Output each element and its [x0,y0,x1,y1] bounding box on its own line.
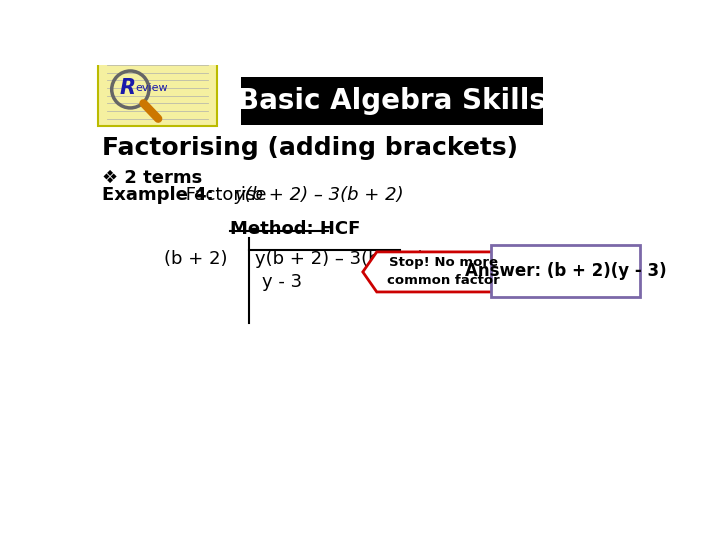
Text: y - 3: y - 3 [262,273,302,291]
FancyBboxPatch shape [492,245,640,298]
Text: Factorising (adding brackets): Factorising (adding brackets) [102,136,518,160]
Text: eview: eview [135,83,168,93]
Text: (b + 2): (b + 2) [163,249,227,268]
FancyBboxPatch shape [241,77,544,125]
Text: y(b + 2) – 3(b + 2): y(b + 2) – 3(b + 2) [255,249,425,268]
Text: R: R [119,78,135,98]
Text: ❖ 2 terms: ❖ 2 terms [102,168,202,187]
Text: Answer: (b + 2)(y - 3): Answer: (b + 2)(y - 3) [465,262,667,280]
Text: y(b + 2) – 3(b + 2): y(b + 2) – 3(b + 2) [235,186,405,205]
Polygon shape [363,252,505,292]
Text: Factorise: Factorise [180,186,272,205]
Text: Basic Algebra Skills: Basic Algebra Skills [238,87,546,115]
Text: Method: HCF: Method: HCF [230,220,360,238]
Text: Stop! No more
common factor: Stop! No more common factor [387,256,500,287]
Text: Example 4:: Example 4: [102,186,213,205]
FancyBboxPatch shape [98,46,217,126]
